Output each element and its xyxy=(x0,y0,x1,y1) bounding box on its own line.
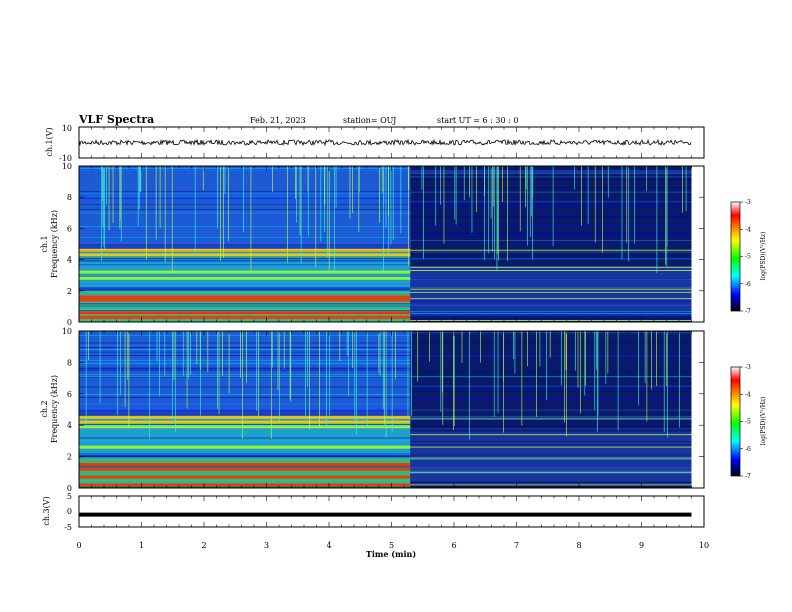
time-tick-label: 8 xyxy=(576,541,581,550)
spectrogram-band-before xyxy=(79,425,411,429)
spectrogram-ch2-panel: 0 2 4 6 8 10 ch.2 Frequency (kHz) xyxy=(40,327,705,493)
spectrogram-highband-before xyxy=(79,166,411,244)
time-tick-label: 10 xyxy=(699,541,709,550)
frequency-tick-label: 2 xyxy=(67,453,72,462)
figure-title: VLF Spectra xyxy=(78,113,154,126)
ch1-frequency-ylabel: Frequency (kHz) xyxy=(50,210,59,278)
time-tick-label: 9 xyxy=(639,541,644,550)
time-tick-label: 2 xyxy=(201,541,206,550)
time-tick-label: 6 xyxy=(451,541,456,550)
spectrogram-midband-before xyxy=(79,251,411,288)
frequency-tick-label: 10 xyxy=(62,327,72,336)
spectrogram-band-before xyxy=(79,475,411,479)
spectrogram-ch1-ticks xyxy=(78,166,705,322)
spectrogram-ch1-panel: 0 2 4 6 8 10 ch.1 Frequency (kHz) xyxy=(40,162,705,327)
spectrogram-band-before xyxy=(79,483,411,487)
frequency-tick-label: 8 xyxy=(67,193,72,202)
colorbar-tick-label: -4 xyxy=(745,391,751,398)
frequency-tick-label: 2 xyxy=(67,287,72,296)
time-tick-label: 1 xyxy=(139,541,144,550)
waveform-ch1-panel: 10 -10 ch.1(V) xyxy=(45,124,705,163)
colorbar-ch1-ticks: -3 -4 -5 -6 -7 xyxy=(740,199,751,315)
waveform-ch3-ticks xyxy=(78,496,705,527)
colorbar-ch1-label: log(PSD)(V²/Hz) xyxy=(760,232,767,281)
spectrogram-band-before xyxy=(79,420,411,424)
spectrogram-ch2-ytick-labels: 0 2 4 6 8 10 xyxy=(62,327,704,493)
spectrogram-ch2-image xyxy=(79,331,704,488)
spectrogram-band-before xyxy=(79,462,411,466)
frequency-tick-label: 10 xyxy=(62,162,72,171)
time-tick-label: 3 xyxy=(264,541,269,550)
spectrogram-lowband-after xyxy=(410,265,692,316)
colorbar-ch2-scale xyxy=(730,366,741,477)
time-axis-tick-labels: 0 1 2 3 4 5 6 7 8 9 10 xyxy=(76,541,709,550)
spectrogram-lowband-after xyxy=(410,431,692,482)
spectrogram-lowband-before xyxy=(79,456,411,488)
spectrogram-band-before xyxy=(79,467,411,471)
colorbar-tick-label: -6 xyxy=(745,281,751,288)
colorbar-ch1-scale xyxy=(730,201,741,312)
colorbar-tick-label: -3 xyxy=(745,364,751,371)
spectrogram-band-before xyxy=(79,311,411,315)
time-tick-label: 5 xyxy=(389,541,394,550)
spectrogram-band-before xyxy=(79,253,411,257)
waveform-ch1-ticks xyxy=(78,127,705,158)
ch1-channel-label: ch.1 xyxy=(40,235,49,252)
date-label: Feb. 21, 2023 xyxy=(250,116,306,125)
ch2-frequency-ylabel: Frequency (kHz) xyxy=(50,375,59,443)
time-tick-label: 4 xyxy=(326,541,331,550)
spectrogram-band-before xyxy=(79,295,411,299)
time-tick-label: 0 xyxy=(76,541,81,550)
ch1-ytick-bottom: -10 xyxy=(59,154,72,163)
spectrogram-band-before xyxy=(79,270,411,274)
colorbar-tick-label: -6 xyxy=(745,446,751,453)
time-axis-label: Time (min) xyxy=(366,549,416,559)
colorbar-ch2: -3 -4 -5 -6 -7 log(PSD)(V²/Hz) xyxy=(730,364,767,480)
frequency-tick-label: 8 xyxy=(67,358,72,367)
spectrogram-band-before xyxy=(79,298,411,302)
ch2-channel-label: ch.2 xyxy=(40,400,49,417)
start-time-label: start UT = 6 : 30 : 0 xyxy=(437,116,518,125)
spectrogram-band-before xyxy=(79,445,411,449)
colorbar-tick-label: -5 xyxy=(745,419,751,426)
spectrogram-no-data xyxy=(691,331,704,488)
ch3-ytick-bottom: -5 xyxy=(64,523,72,532)
spectrogram-band-before xyxy=(79,315,411,319)
colorbar-tick-label: -3 xyxy=(745,199,751,206)
frequency-tick-label: 4 xyxy=(67,256,72,265)
frequency-tick-label: 0 xyxy=(67,484,72,493)
spectrogram-band-before xyxy=(79,415,411,419)
frequency-tick-label: 6 xyxy=(67,390,72,399)
station-label: station= OUJ xyxy=(343,116,396,125)
spectrogram-band-before xyxy=(79,248,411,252)
spectrogram-band-before xyxy=(79,276,411,280)
ch3-ytick-middle: 0 xyxy=(67,507,72,516)
spectrogram-ch1-image xyxy=(79,166,704,323)
colorbar-ch1: -3 -4 -5 -6 -7 log(PSD)(V²/Hz) xyxy=(730,199,767,315)
frequency-tick-label: 6 xyxy=(67,224,72,233)
waveform-ch1-trace xyxy=(78,138,692,147)
ch3-waveform-ylabel: ch.3(V) xyxy=(42,496,51,525)
spectrogram-ch2-ticks xyxy=(78,331,705,488)
spectrogram-no-data xyxy=(691,166,704,322)
colorbar-tick-label: -5 xyxy=(745,254,751,261)
spectrogram-ch1-ytick-labels: 0 2 4 6 8 10 xyxy=(62,162,704,327)
frequency-tick-label: 0 xyxy=(67,318,72,327)
ch1-ytick-top: 10 xyxy=(62,124,72,133)
frequency-tick-label: 4 xyxy=(67,421,72,430)
waveform-ch3-panel: 5 0 -5 ch.3(V) xyxy=(42,492,705,532)
colorbar-ch2-label: log(PSD)(V²/Hz) xyxy=(760,397,767,446)
time-tick-label: 7 xyxy=(514,541,519,550)
colorbar-tick-label: -7 xyxy=(745,473,751,480)
ch1-waveform-ylabel: ch.1(V) xyxy=(45,127,54,156)
colorbar-ch2-ticks: -3 -4 -5 -6 -7 xyxy=(740,364,751,480)
waveform-ch3-frame xyxy=(78,495,705,528)
ch3-ytick-top: 5 xyxy=(67,492,72,501)
colorbar-tick-label: -4 xyxy=(745,226,751,233)
colorbar-tick-label: -7 xyxy=(745,308,751,315)
